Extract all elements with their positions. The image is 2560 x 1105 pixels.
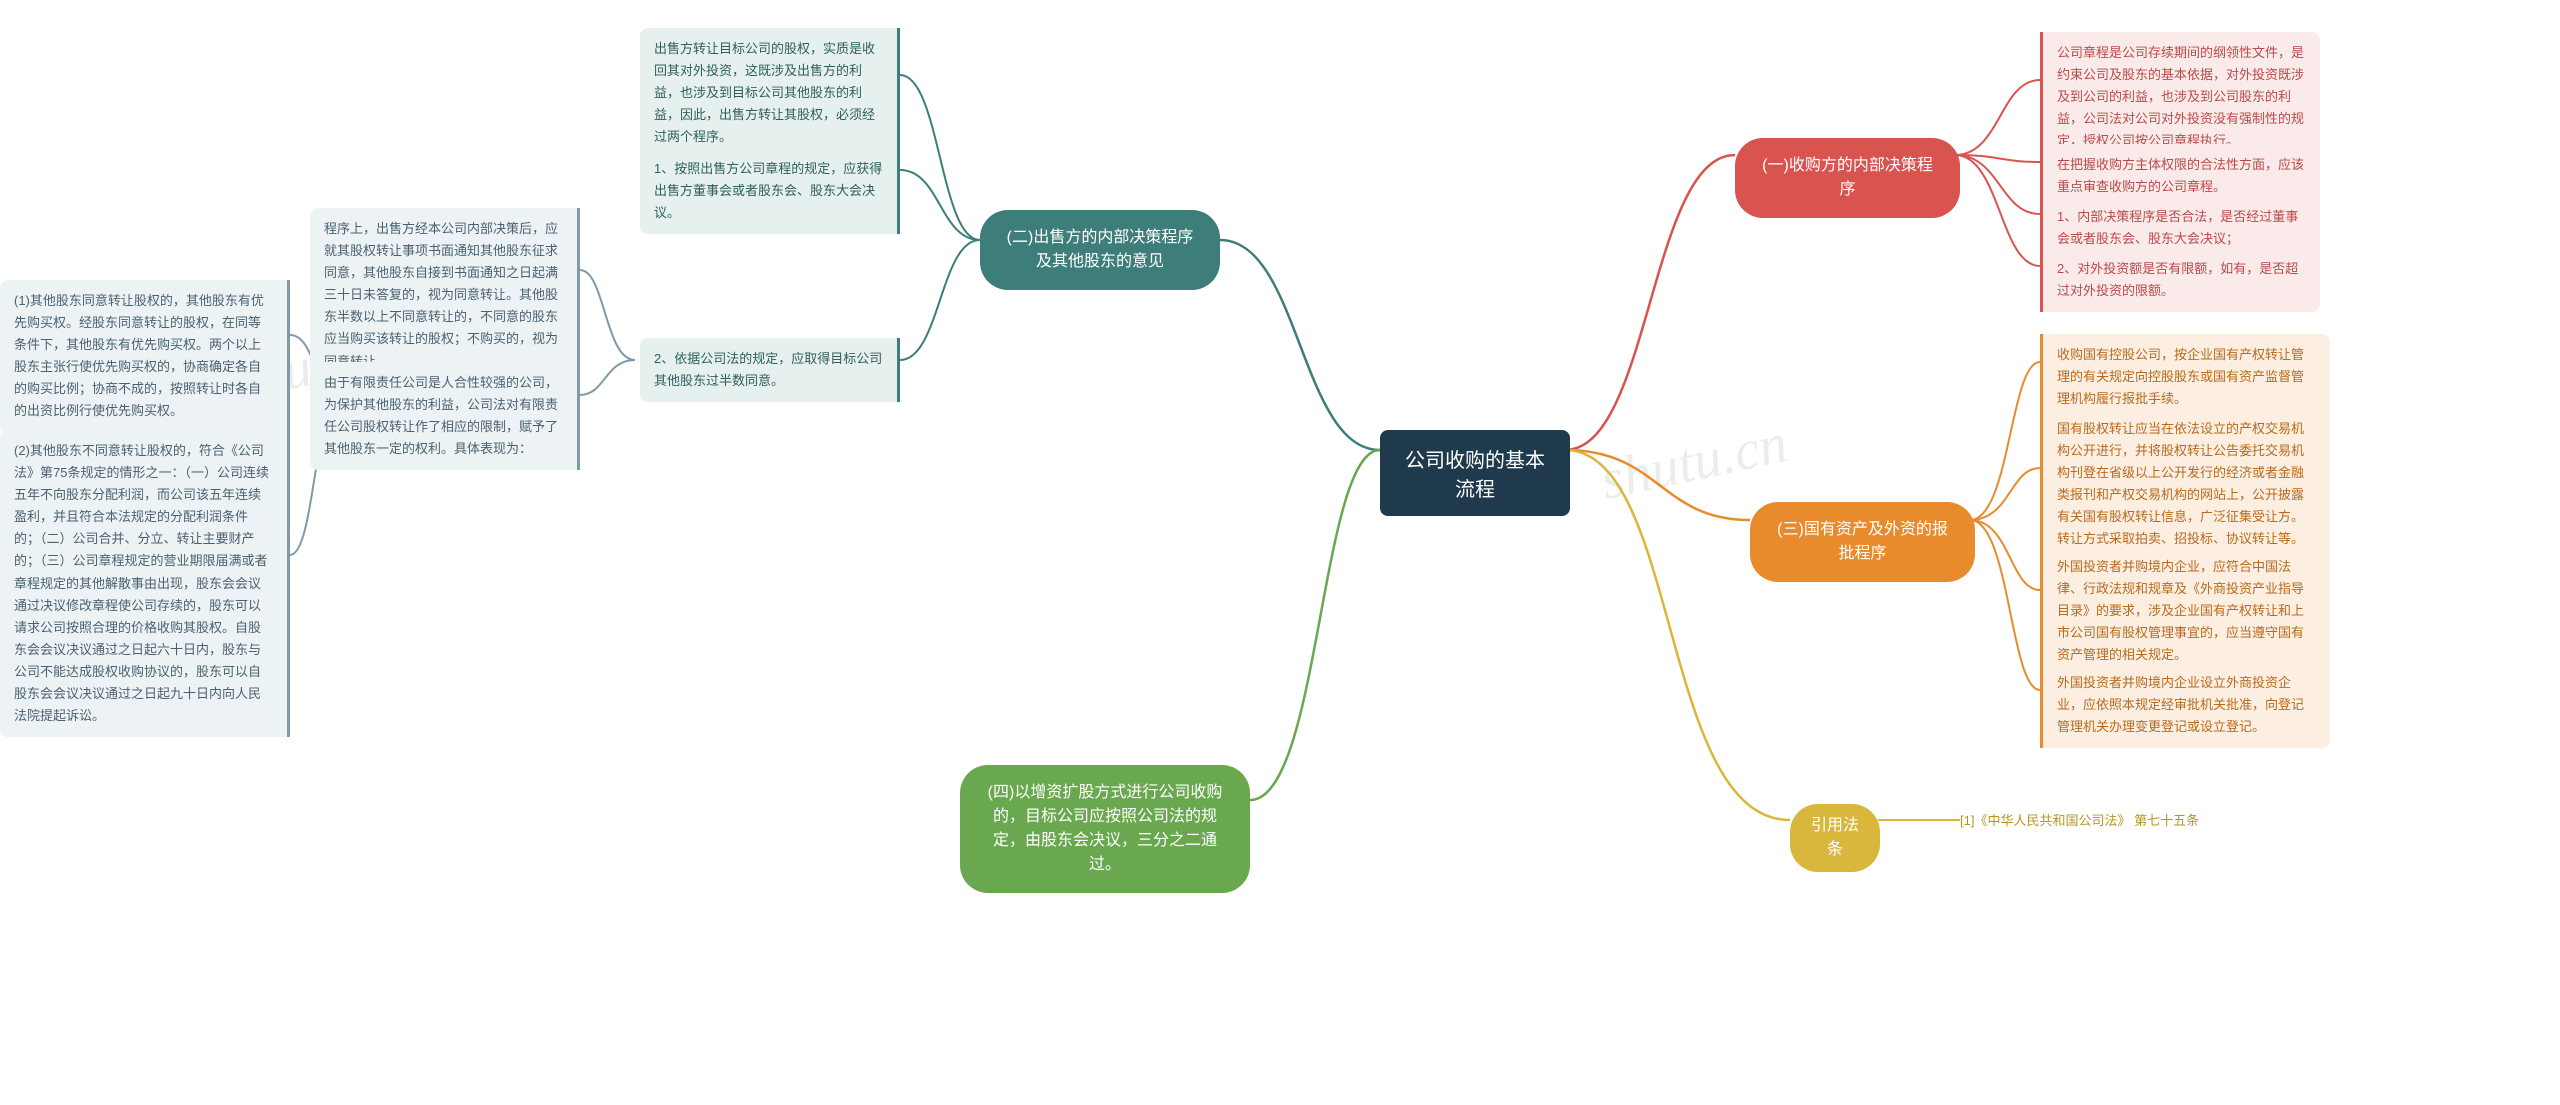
branch-r4: (四)以增资扩股方式进行公司收购的，目标公司应按照公司法的规定，由股东会决议，三… — [960, 765, 1250, 893]
leaf-r1-3: 2、对外投资额是否有限额，如有，是否超过对外投资的限额。 — [2040, 248, 2320, 312]
leaf-r3-3: 外国投资者并购境内企业设立外商投资企业，应依照本规定经审批机关批准，向登记管理机… — [2040, 662, 2330, 748]
leaf-r3-1: 国有股权转让应当在依法设立的产权交易机构公开进行，并将股权转让公告委托交易机构刊… — [2040, 408, 2330, 561]
leaf-r1-0: 公司章程是公司存续期间的纲领性文件，是约束公司及股东的基本依据，对外投资既涉及到… — [2040, 32, 2320, 162]
leaf-l2-1: 1、按照出售方公司章程的规定，应获得出售方董事会或者股东会、股东大会决议。 — [640, 148, 900, 234]
center-node: 公司收购的基本流程 — [1380, 430, 1570, 516]
branch-l2: (二)出售方的内部决策程序及其他股东的意见 — [980, 210, 1220, 290]
watermark: shutu.cn — [1595, 411, 1792, 513]
leaf-law: [1]《中华人民共和国公司法》 第七十五条 — [1960, 811, 2199, 831]
leaf-r3-2: 外国投资者并购境内企业，应符合中国法律、行政法规和规章及《外商投资产业指导目录》… — [2040, 546, 2330, 676]
leaf-l2-2-1: 由于有限责任公司是人合性较强的公司，为保护其他股东的利益，公司法对有限责任公司股… — [310, 362, 580, 470]
leaf-l2-top: 出售方转让目标公司的股权，实质是收回其对外投资，这既涉及出售方的利益，也涉及到目… — [640, 28, 900, 158]
leaf-deep-1: (2)其他股东不同意转让股权的，符合《公司法》第75条规定的情形之一：（一）公司… — [0, 430, 290, 737]
branch-law: 引用法条 — [1790, 804, 1880, 872]
leaf-l2-2-0: 程序上，出售方经本公司内部决策后，应就其股权转让事项书面通知其他股东征求同意，其… — [310, 208, 580, 383]
branch-r1: (一)收购方的内部决策程序 — [1735, 138, 1960, 218]
branch-r3: (三)国有资产及外资的报批程序 — [1750, 502, 1975, 582]
leaf-deep-0: (1)其他股东同意转让股权的，其他股东有优先购买权。经股东同意转让的股权，在同等… — [0, 280, 290, 433]
leaf-l2-2: 2、依据公司法的规定，应取得目标公司其他股东过半数同意。 — [640, 338, 900, 402]
